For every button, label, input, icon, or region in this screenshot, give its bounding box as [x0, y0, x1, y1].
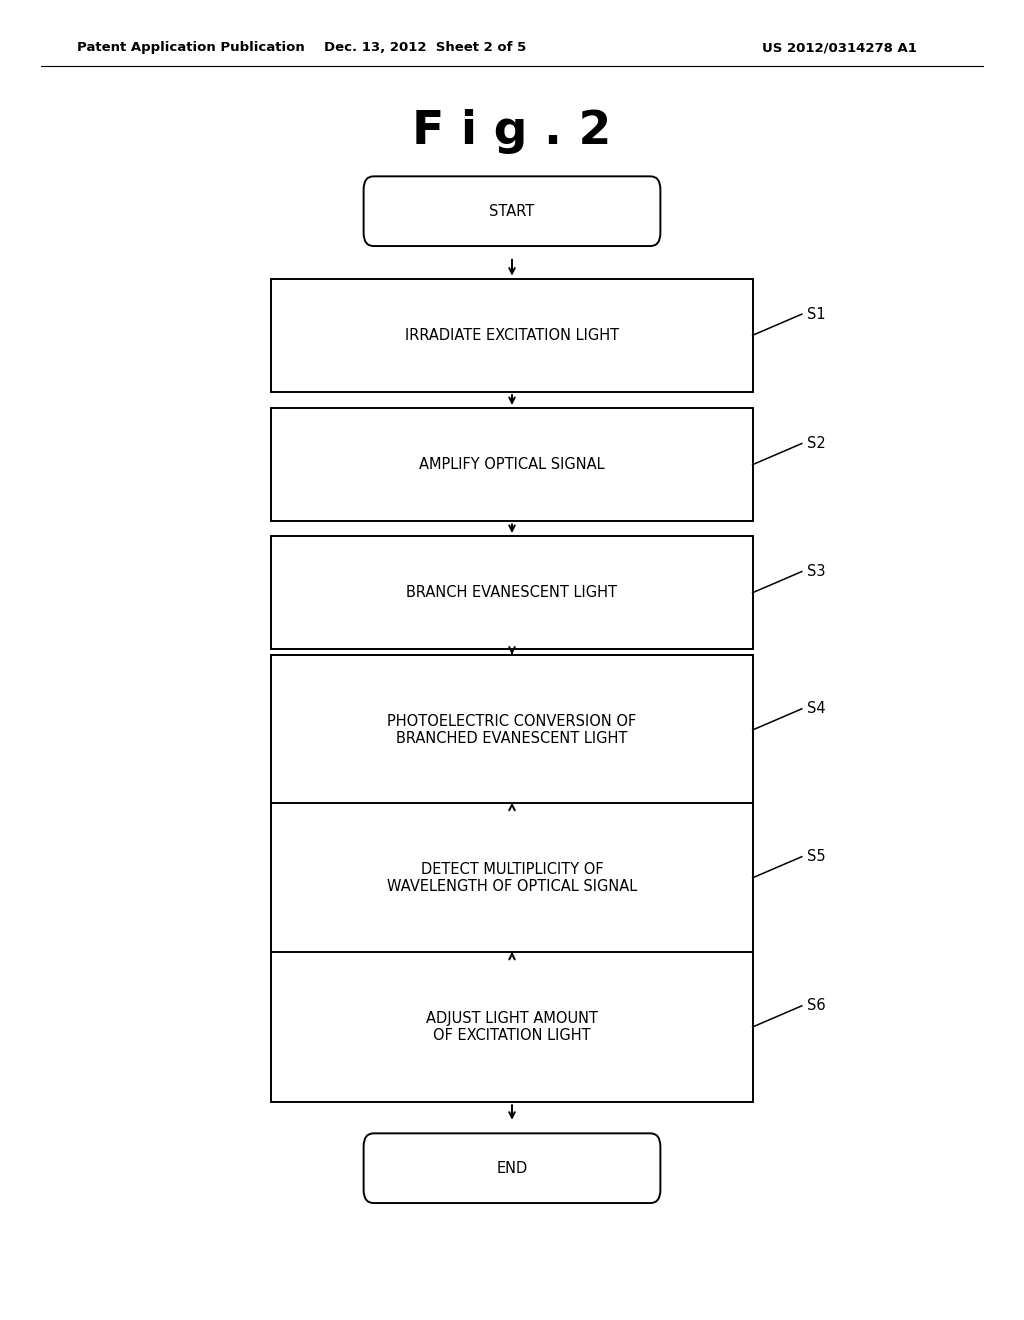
Text: DETECT MULTIPLICITY OF
WAVELENGTH OF OPTICAL SIGNAL: DETECT MULTIPLICITY OF WAVELENGTH OF OPT… [387, 862, 637, 894]
Text: Dec. 13, 2012  Sheet 2 of 5: Dec. 13, 2012 Sheet 2 of 5 [324, 41, 526, 54]
Bar [271, 952, 753, 1102]
Text: END: END [497, 1160, 527, 1176]
Text: S1: S1 [807, 306, 825, 322]
Bar [271, 803, 753, 953]
Text: US 2012/0314278 A1: US 2012/0314278 A1 [762, 41, 918, 54]
Bar [271, 536, 753, 649]
Bar [271, 408, 753, 521]
FancyBboxPatch shape [364, 1134, 660, 1203]
Text: S3: S3 [807, 564, 825, 579]
Bar [271, 279, 753, 392]
Text: IRRADIATE EXCITATION LIGHT: IRRADIATE EXCITATION LIGHT [404, 327, 620, 343]
Text: S5: S5 [807, 849, 825, 865]
Text: S6: S6 [807, 998, 825, 1014]
Text: Patent Application Publication: Patent Application Publication [77, 41, 304, 54]
Text: AMPLIFY OPTICAL SIGNAL: AMPLIFY OPTICAL SIGNAL [419, 457, 605, 473]
Text: ADJUST LIGHT AMOUNT
OF EXCITATION LIGHT: ADJUST LIGHT AMOUNT OF EXCITATION LIGHT [426, 1011, 598, 1043]
Text: START: START [489, 203, 535, 219]
Text: S2: S2 [807, 436, 825, 451]
FancyBboxPatch shape [364, 177, 660, 246]
Text: PHOTOELECTRIC CONVERSION OF
BRANCHED EVANESCENT LIGHT: PHOTOELECTRIC CONVERSION OF BRANCHED EVA… [387, 714, 637, 746]
Text: S4: S4 [807, 701, 825, 717]
Text: F i g . 2: F i g . 2 [413, 110, 611, 154]
Text: BRANCH EVANESCENT LIGHT: BRANCH EVANESCENT LIGHT [407, 585, 617, 601]
Bar [271, 655, 753, 805]
